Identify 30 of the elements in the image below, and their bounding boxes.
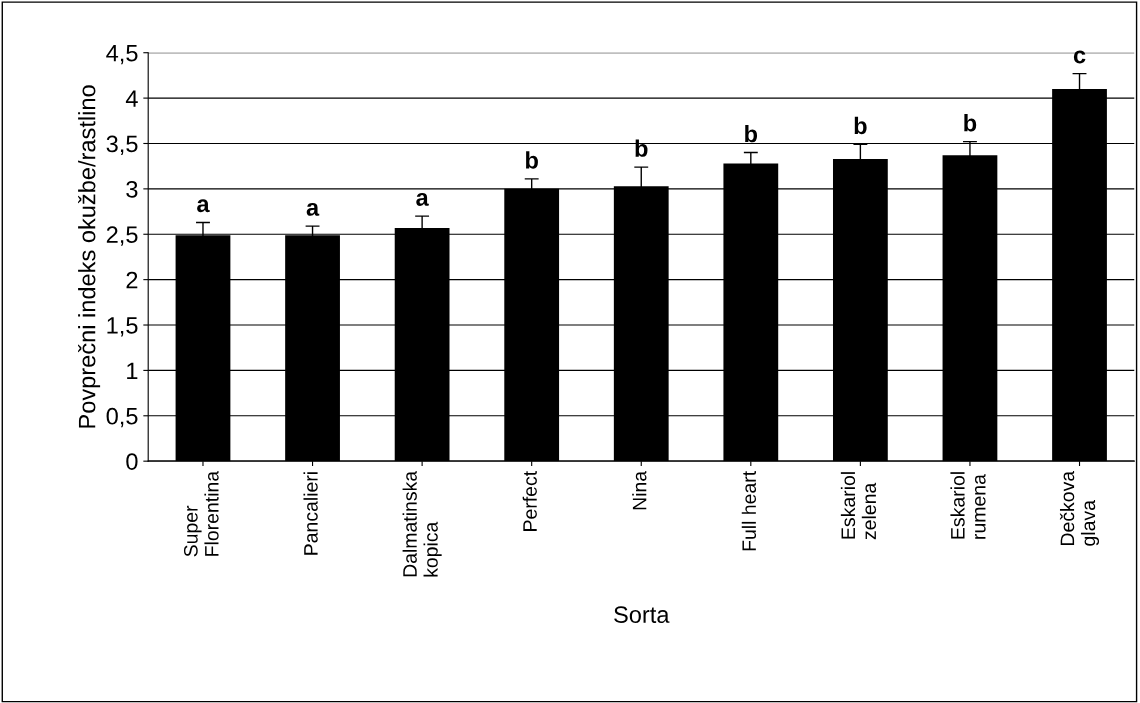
y-tick-label: 3,5	[106, 135, 138, 156]
x-tick-label: Eskariol rumena	[950, 472, 986, 539]
x-tick-label: Nina	[632, 470, 647, 510]
x-tick-label: Eskariol zelena	[840, 472, 877, 540]
y-tick-label: 0	[126, 453, 138, 470]
annotation: a	[197, 199, 210, 213]
y-tick-label: 4,5	[106, 45, 138, 65]
x-tick-label: Dalmatinska kopica	[402, 470, 442, 577]
y-tick-label: 2	[126, 271, 138, 289]
y-tick-label: 0,5	[106, 407, 138, 428]
x-axis-title: Sorta	[614, 606, 670, 623]
x-tick-label: Super Florentina	[183, 470, 219, 557]
annotation: c	[1073, 50, 1086, 64]
y-tick-label: 2,5	[106, 226, 138, 246]
y-axis-title: Povprečni indeks okužbe/rastlino	[78, 85, 101, 428]
y-tick-label: 4	[125, 90, 138, 107]
annotation: a	[416, 192, 429, 206]
annotation: b	[964, 114, 977, 132]
annotation: b	[854, 116, 867, 135]
y-tick-label: 3	[126, 180, 138, 198]
y-tick-label: 1,5	[107, 317, 138, 337]
x-tick-label: Dečkova glava	[1059, 470, 1100, 546]
annotation: b	[745, 125, 758, 143]
annotation: b	[526, 151, 538, 169]
x-tick-label: Perfect	[522, 471, 537, 531]
y-tick-label: 1	[127, 362, 138, 379]
annotation: b	[635, 139, 648, 157]
annotation: a	[306, 202, 320, 216]
x-tick-label: Pancalieri	[303, 472, 318, 555]
x-tick-label: Full heart	[741, 471, 757, 551]
